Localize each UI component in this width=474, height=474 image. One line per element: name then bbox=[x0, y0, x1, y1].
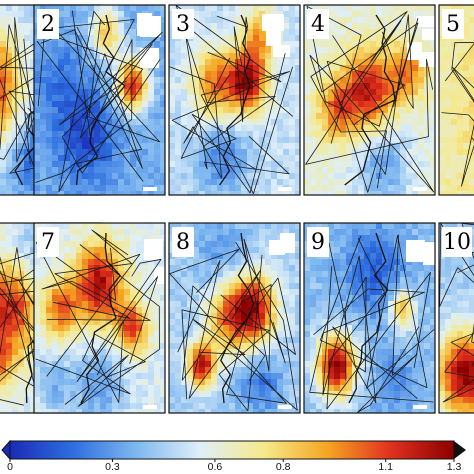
colorbar-tick-label: 0.3 bbox=[105, 461, 120, 473]
panels-grid: 2 3 4 5 7 8 9 10 bbox=[0, 4, 474, 414]
colorbar-tick-label: 0.6 bbox=[208, 461, 223, 473]
panel-label: 9 bbox=[311, 230, 325, 255]
map-panel: 7 bbox=[33, 222, 166, 414]
colorbar-ramp bbox=[9, 440, 455, 460]
map-panel: 3 bbox=[168, 4, 301, 196]
colorbar: 0 0.3 0.6 0.8 1.1 1.3 bbox=[1, 439, 466, 473]
map-panel: 2 bbox=[33, 4, 166, 196]
colorbar-tick-label: 1.1 bbox=[378, 461, 393, 473]
colorbar-tick-label: 0 bbox=[7, 461, 13, 473]
panel-label: 2 bbox=[41, 12, 55, 37]
colorbar-max-arrow bbox=[454, 441, 466, 459]
map-panel: 5 bbox=[438, 4, 474, 196]
colorbar-min-arrow bbox=[1, 439, 11, 461]
map-panel: 4 bbox=[303, 4, 436, 196]
map-panel: 8 bbox=[168, 222, 301, 414]
panel-label: 7 bbox=[41, 230, 55, 255]
panel-label: 8 bbox=[176, 230, 190, 255]
heatmap-field bbox=[34, 223, 165, 413]
panel-label: 10 bbox=[443, 230, 471, 255]
map-panel: 9 bbox=[303, 222, 436, 414]
colorbar-tick-label: 1.3 bbox=[447, 461, 462, 473]
panel-label: 4 bbox=[311, 12, 325, 37]
heatmap-field bbox=[169, 223, 300, 413]
colorbar-tick-label: 0.8 bbox=[276, 461, 291, 473]
panel-label: 5 bbox=[446, 12, 460, 37]
map-panel: 10 bbox=[438, 222, 474, 414]
panel-label: 3 bbox=[176, 12, 190, 37]
